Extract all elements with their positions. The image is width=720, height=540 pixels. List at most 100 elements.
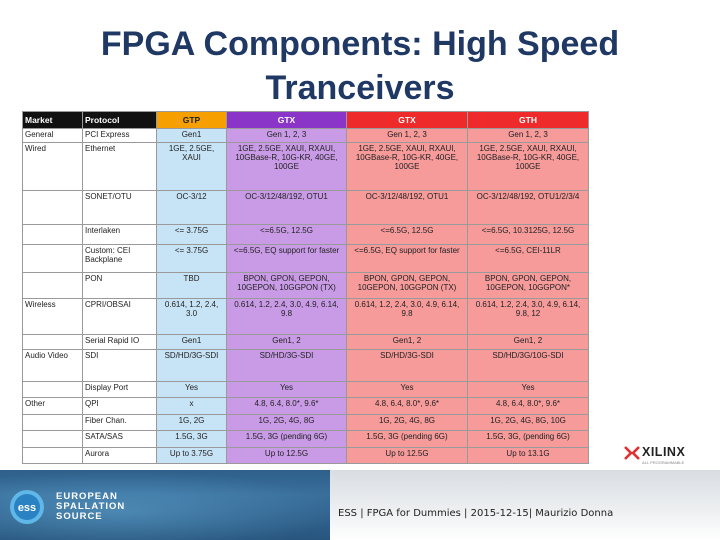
cell-gtx: <=6.5G, 12.5G xyxy=(346,223,468,245)
cell-protocol: PCI Express xyxy=(82,127,157,144)
cell-gtp: 1GE, 2.5GE, XAUI xyxy=(156,142,227,192)
cell-gtx7: SD/HD/3G-SDI xyxy=(226,349,347,383)
cell-gtx7: Up to 12.5G xyxy=(226,446,347,465)
footer-text-panel xyxy=(330,470,720,540)
header-market: Market xyxy=(22,111,83,129)
cell-protocol: QPI xyxy=(82,397,157,415)
cell-market xyxy=(22,446,83,465)
cell-protocol: Aurora xyxy=(82,446,157,465)
cell-gtp: Yes xyxy=(156,381,227,399)
table-row: Interlaken <= 3.75G <=6.5G, 12.5G <=6.5G, 1… xyxy=(22,223,589,245)
xilinx-tagline: ALL PROGRAMMABLE xyxy=(642,460,685,465)
cell-gth: 0.614, 1.2, 2.4, 3.0, 4.9, 6.14, 9.8, 12 xyxy=(467,298,589,336)
cell-gth: BPON, GPON, GEPON, 10GEPON, 10GGPON* xyxy=(467,271,589,300)
cell-gtx: SD/HD/3G-SDI xyxy=(346,349,468,383)
table-row: Custom: CEI Backplane <= 3.75G <=6.5G, EQ … xyxy=(22,243,589,273)
cell-market xyxy=(22,271,83,300)
cell-gth: Gen 1, 2, 3 xyxy=(467,127,589,144)
cell-protocol: Custom: CEI Backplane xyxy=(82,243,157,273)
table-row: PON TBD BPON, GPON, GEPON, 10GEPON, 10GGPO… xyxy=(22,271,589,300)
table-row: SONET/OTU OC-3/12 OC-3/12/48/192, OTU1 OC-3… xyxy=(22,190,589,225)
cell-market xyxy=(22,381,83,399)
org-line-3: SOURCE xyxy=(56,511,103,522)
table-row: Audio Video SDI SD/HD/3G-SDI SD/HD/3G-SDI SD… xyxy=(22,349,589,383)
cell-gtx7: Gen1, 2 xyxy=(226,334,347,351)
xilinx-mark-icon xyxy=(624,446,640,460)
cell-protocol: SATA/SAS xyxy=(82,430,157,448)
table-row: General PCI Express Gen1 Gen 1, 2, 3 Gen 1, … xyxy=(22,127,589,144)
title-line-2: Tranceivers xyxy=(265,69,455,107)
cell-gtx: <=6.5G, EQ support for faster xyxy=(346,243,468,273)
cell-market xyxy=(22,243,83,273)
cell-gth: 1.5G, 3G, (pending 6G) xyxy=(467,430,589,448)
cell-protocol: Ethernet xyxy=(82,142,157,192)
cell-market: Wireless xyxy=(22,298,83,336)
ess-logo-text: ess xyxy=(18,502,36,514)
cell-gtx: Up to 12.5G xyxy=(346,446,468,465)
cell-gtx: 4.8, 6.4, 8.0*, 9.6* xyxy=(346,397,468,415)
cell-market xyxy=(22,334,83,351)
header-gth: GTH xyxy=(467,111,589,129)
cell-gtp: 1G, 2G xyxy=(156,413,227,432)
cell-gth: Up to 13.1G xyxy=(467,446,589,465)
table-row: Other QPI x 4.8, 6.4, 8.0*, 9.6* 4.8, 6.4, 8… xyxy=(22,397,589,415)
table-row: SATA/SAS 1.5G, 3G 1.5G, 3G (pending 6G) 1.5… xyxy=(22,430,589,448)
cell-gtp: Gen1 xyxy=(156,127,227,144)
cell-gtp: 1.5G, 3G xyxy=(156,430,227,448)
cell-market: Wired xyxy=(22,142,83,192)
cell-market xyxy=(22,430,83,448)
cell-gtx: 1.5G, 3G (pending 6G) xyxy=(346,430,468,448)
cell-gtp: 0.614, 1.2, 2.4, 3.0 xyxy=(156,298,227,336)
table-row: Wireless CPRI/OBSAI 0.614, 1.2, 2.4, 3.0 0.… xyxy=(22,298,589,336)
table-row: Wired Ethernet 1GE, 2.5GE, XAUI 1GE, 2.5GE,… xyxy=(22,142,589,192)
cell-gth: Gen1, 2 xyxy=(467,334,589,351)
cell-market xyxy=(22,223,83,245)
cell-gtx: 1G, 2G, 4G, 8G xyxy=(346,413,468,432)
cell-gtx7: Gen 1, 2, 3 xyxy=(226,127,347,144)
org-line-1: EUROPEAN xyxy=(56,491,118,502)
cell-gtx: 1GE, 2.5GE, XAUI, RXAUI, 10GBase-R, 10G-… xyxy=(346,142,468,192)
cell-protocol: CPRI/OBSAI xyxy=(82,298,157,336)
transceiver-table-container: Market Protocol GTP GTX GTX GTH General P… xyxy=(22,111,589,465)
cell-gtx: Gen 1, 2, 3 xyxy=(346,127,468,144)
cell-gtx: 0.614, 1.2, 2.4, 3.0, 4.9, 6.14, 9.8 xyxy=(346,298,468,336)
cell-gtx7: <=6.5G, 12.5G xyxy=(226,223,347,245)
cell-market: Other xyxy=(22,397,83,415)
page-title: FPGA Components: High Speed Tranceivers xyxy=(0,22,720,110)
cell-gth: SD/HD/3G/10G-SDI xyxy=(467,349,589,383)
cell-protocol: PON xyxy=(82,271,157,300)
cell-gtx7: BPON, GPON, GEPON, 10GEPON, 10GGPON (TX) xyxy=(226,271,347,300)
ess-logo-icon: ess xyxy=(10,490,44,524)
cell-gtx: OC-3/12/48/192, OTU1 xyxy=(346,190,468,225)
cell-gtp: x xyxy=(156,397,227,415)
table-row: Display Port Yes Yes Yes Yes xyxy=(22,381,589,399)
cell-gth: <=6.5G, 10.3125G, 12.5G xyxy=(467,223,589,245)
table-row: Aurora Up to 3.75G Up to 12.5G Up to 12.5G U… xyxy=(22,446,589,465)
cell-gtx: BPON, GPON, GEPON, 10GEPON, 10GGPON (TX) xyxy=(346,271,468,300)
cell-gtx7: 1G, 2G, 4G, 8G xyxy=(226,413,347,432)
transceiver-table: Market Protocol GTP GTX GTX GTH General P… xyxy=(22,111,589,465)
cell-gtp: SD/HD/3G-SDI xyxy=(156,349,227,383)
footer-banner: ess EUROPEAN SPALLATION SOURCE ESS | FPG… xyxy=(0,470,720,540)
cell-protocol: Display Port xyxy=(82,381,157,399)
footer-glow xyxy=(0,470,340,540)
cell-gtp: <= 3.75G xyxy=(156,243,227,273)
table-body: General PCI Express Gen1 Gen 1, 2, 3 Gen 1, … xyxy=(22,127,589,465)
cell-protocol: SONET/OTU xyxy=(82,190,157,225)
cell-gtx7: 4.8, 6.4, 8.0*, 9.6* xyxy=(226,397,347,415)
cell-gtx7: 1GE, 2.5GE, XAUI, RXAUI, 10GBase-R, 10G-… xyxy=(226,142,347,192)
cell-gth: 4.8, 6.4, 8.0*, 9.6* xyxy=(467,397,589,415)
header-gtp: GTP xyxy=(156,111,227,129)
cell-gtp: Up to 3.75G xyxy=(156,446,227,465)
header-protocol: Protocol xyxy=(82,111,157,129)
cell-gtx7: <=6.5G, EQ support for faster xyxy=(226,243,347,273)
table-row: Fiber Chan. 1G, 2G 1G, 2G, 4G, 8G 1G, 2G, 4… xyxy=(22,413,589,432)
cell-protocol: Fiber Chan. xyxy=(82,413,157,432)
title-line-1: FPGA Components: High Speed xyxy=(100,25,620,63)
cell-market xyxy=(22,413,83,432)
header-gtx-purple: GTX xyxy=(226,111,347,129)
table-row: Serial Rapid IO Gen1 Gen1, 2 Gen1, 2 Gen1, 2 xyxy=(22,334,589,351)
xilinx-wordmark: XILINX xyxy=(642,445,686,459)
cell-gtx7: 1.5G, 3G (pending 6G) xyxy=(226,430,347,448)
cell-gtx: Gen1, 2 xyxy=(346,334,468,351)
